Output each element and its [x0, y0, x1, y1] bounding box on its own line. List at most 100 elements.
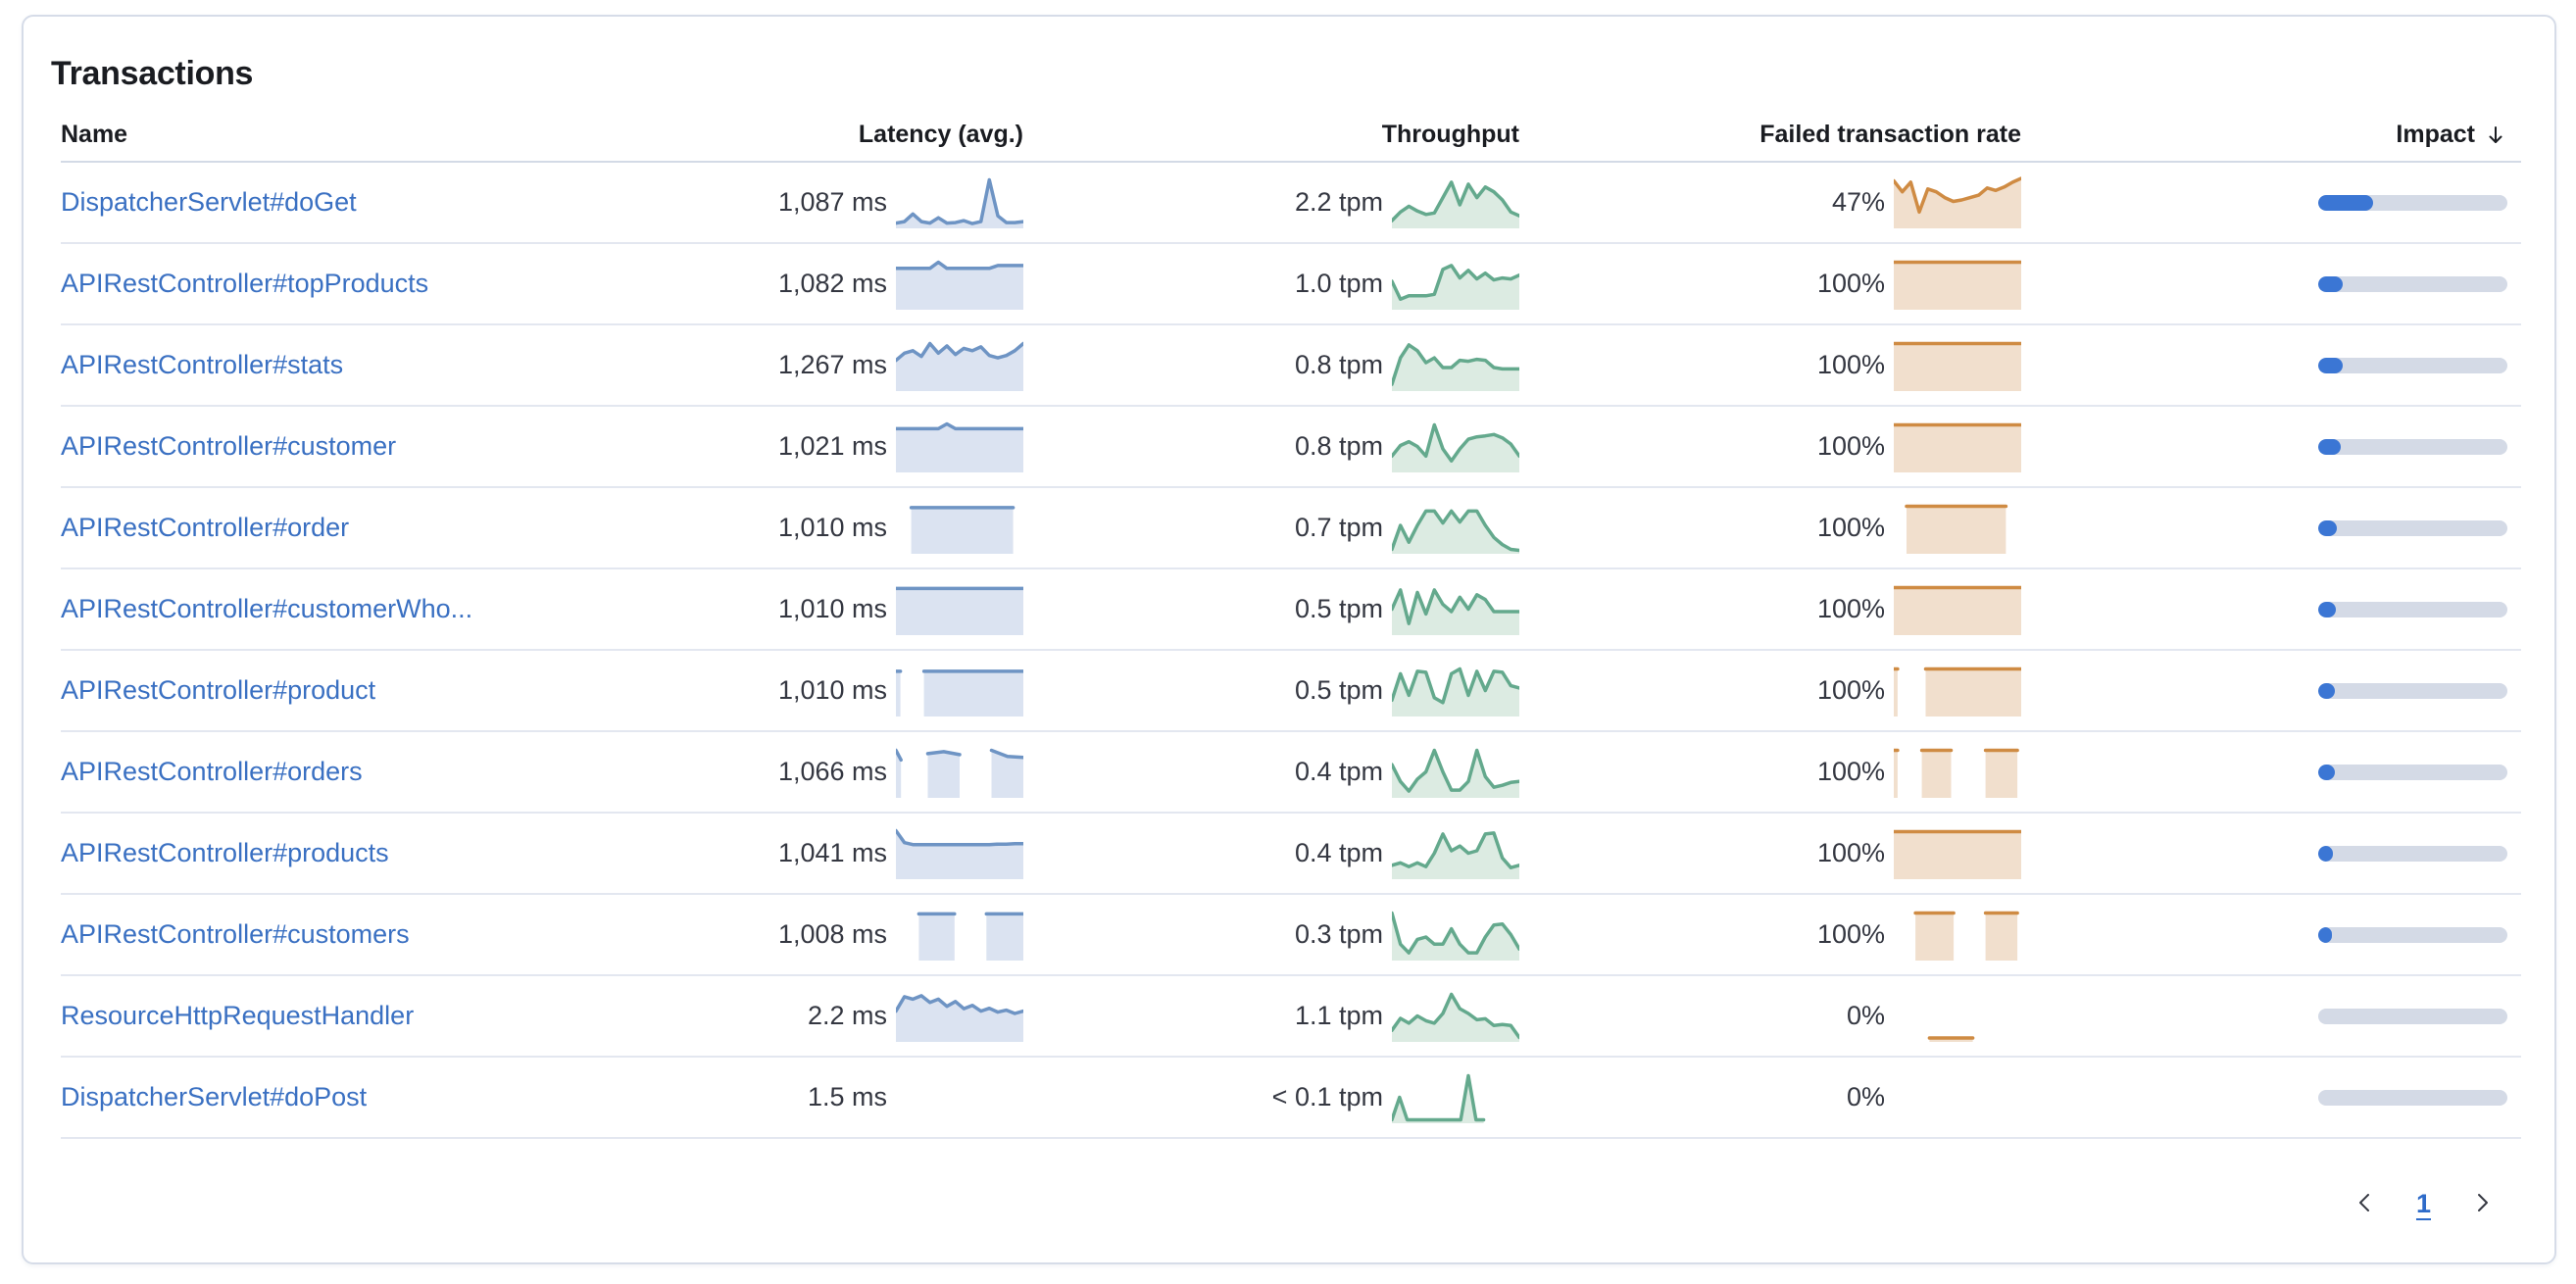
pagination-prev-button[interactable]: [2344, 1182, 2387, 1225]
column-header-failed-rate[interactable]: Failed transaction rate: [1759, 121, 2021, 148]
table-row: APIRestController#order 1,010 ms 0.7 tpm…: [61, 488, 2521, 569]
latency-value: 1,010 ms: [777, 513, 887, 542]
failed-rate-sparkline: [1894, 420, 2021, 472]
table-row: DispatcherServlet#doPost 1.5 ms < 0.1 tp…: [61, 1058, 2521, 1139]
pagination-next-button[interactable]: [2460, 1182, 2503, 1225]
transaction-name-link[interactable]: APIRestController#customers: [61, 919, 410, 949]
latency-value: 1,041 ms: [777, 838, 887, 867]
throughput-sparkline: [1392, 583, 1519, 635]
latency-value: 1,267 ms: [777, 350, 887, 379]
impact-bar: [2318, 845, 2507, 862]
failed-rate-sparkline: [1894, 827, 2021, 879]
failed-rate-sparkline: [1894, 1071, 2021, 1123]
impact-bar: [2318, 926, 2507, 943]
failed-rate-value: 100%: [1816, 513, 1885, 542]
transaction-name-link[interactable]: DispatcherServlet#doGet: [61, 187, 357, 217]
transactions-card: Transactions Name Latency (avg.) Through…: [22, 15, 2556, 1264]
transaction-name-link[interactable]: DispatcherServlet#doPost: [61, 1082, 368, 1111]
impact-bar: [2318, 194, 2507, 211]
transaction-name-link[interactable]: APIRestController#topProducts: [61, 269, 429, 298]
table-row: APIRestController#orders 1,066 ms 0.4 tp…: [61, 732, 2521, 814]
chevron-right-icon: [2471, 1192, 2493, 1216]
transaction-name-link[interactable]: APIRestController#stats: [61, 350, 344, 379]
transaction-name-link[interactable]: APIRestController#products: [61, 838, 389, 867]
impact-bar-fill: [2318, 682, 2336, 699]
table-row: APIRestController#customers 1,008 ms 0.3…: [61, 895, 2521, 976]
throughput-value: 0.8 tpm: [1294, 350, 1383, 379]
impact-bar-fill: [2318, 194, 2373, 211]
impact-bar: [2318, 1089, 2507, 1106]
transaction-name-link[interactable]: APIRestController#customer: [61, 431, 397, 461]
throughput-value: < 0.1 tpm: [1271, 1082, 1383, 1111]
latency-sparkline: [896, 583, 1023, 635]
failed-rate-value: 100%: [1816, 269, 1885, 298]
latency-sparkline: [896, 258, 1023, 310]
impact-bar: [2318, 357, 2507, 373]
failed-rate-sparkline: [1894, 176, 2021, 228]
transaction-name-link[interactable]: APIRestController#orders: [61, 757, 363, 786]
impact-bar-fill: [2318, 926, 2332, 943]
failed-rate-value: 100%: [1816, 919, 1885, 949]
throughput-sparkline: [1392, 665, 1519, 716]
column-header-impact[interactable]: Impact: [2021, 121, 2521, 149]
failed-rate-sparkline: [1894, 583, 2021, 635]
impact-bar-fill: [2318, 519, 2338, 536]
impact-bar: [2318, 519, 2507, 536]
table-row: APIRestController#product 1,010 ms 0.5 t…: [61, 651, 2521, 732]
failed-rate-value: 100%: [1816, 838, 1885, 867]
failed-rate-sparkline: [1894, 909, 2021, 961]
throughput-sparkline: [1392, 909, 1519, 961]
throughput-value: 0.8 tpm: [1294, 431, 1383, 461]
throughput-value: 0.5 tpm: [1294, 594, 1383, 623]
failed-rate-value: 100%: [1816, 350, 1885, 379]
throughput-value: 1.1 tpm: [1294, 1001, 1383, 1030]
column-header-latency[interactable]: Latency (avg.): [858, 121, 1023, 148]
table-row: ResourceHttpRequestHandler 2.2 ms 1.1 tp…: [61, 976, 2521, 1058]
failed-rate-sparkline: [1894, 990, 2021, 1042]
failed-rate-value: 0%: [1846, 1001, 1885, 1030]
table-row: APIRestController#topProducts 1,082 ms 1…: [61, 244, 2521, 325]
transaction-name-link[interactable]: APIRestController#order: [61, 513, 350, 542]
transaction-name-link[interactable]: APIRestController#product: [61, 675, 376, 705]
throughput-value: 1.0 tpm: [1294, 269, 1383, 298]
latency-value: 1,010 ms: [777, 594, 887, 623]
table-row: APIRestController#stats 1,267 ms 0.8 tpm…: [61, 325, 2521, 407]
latency-sparkline: [896, 827, 1023, 879]
latency-sparkline: [896, 176, 1023, 228]
failed-rate-sparkline: [1894, 746, 2021, 798]
pagination-page-1[interactable]: 1: [2415, 1188, 2431, 1218]
latency-value: 1,021 ms: [777, 431, 887, 461]
latency-sparkline: [896, 339, 1023, 391]
impact-bar-fill: [2318, 275, 2344, 292]
page-title: Transactions: [51, 55, 254, 92]
table-row: APIRestController#products 1,041 ms 0.4 …: [61, 814, 2521, 895]
table-row: DispatcherServlet#doGet 1,087 ms 2.2 tpm…: [61, 163, 2521, 244]
failed-rate-sparkline: [1894, 665, 2021, 716]
failed-rate-sparkline: [1894, 502, 2021, 554]
latency-sparkline: [896, 420, 1023, 472]
transaction-name-link[interactable]: ResourceHttpRequestHandler: [61, 1001, 415, 1030]
latency-value: 1,008 ms: [777, 919, 887, 949]
column-header-name[interactable]: Name: [61, 121, 128, 148]
throughput-sparkline: [1392, 1071, 1519, 1123]
table-row: APIRestController#customer 1,021 ms 0.8 …: [61, 407, 2521, 488]
latency-value: 1.5 ms: [807, 1082, 887, 1111]
failed-rate-sparkline: [1894, 339, 2021, 391]
throughput-value: 0.7 tpm: [1294, 513, 1383, 542]
transaction-name-link[interactable]: APIRestController#customerWho...: [61, 594, 473, 623]
pagination: 1: [61, 1139, 2521, 1262]
failed-rate-value: 0%: [1846, 1082, 1885, 1111]
throughput-value: 0.5 tpm: [1294, 675, 1383, 705]
impact-bar-fill: [2318, 438, 2342, 455]
latency-value: 1,082 ms: [777, 269, 887, 298]
throughput-sparkline: [1392, 339, 1519, 391]
impact-bar-fill: [2318, 764, 2336, 780]
column-header-impact-label: Impact: [2396, 121, 2475, 148]
throughput-sparkline: [1392, 827, 1519, 879]
throughput-sparkline: [1392, 746, 1519, 798]
failed-rate-value: 47%: [1831, 187, 1885, 217]
latency-value: 1,087 ms: [777, 187, 887, 217]
column-header-throughput[interactable]: Throughput: [1381, 121, 1519, 148]
latency-value: 2.2 ms: [807, 1001, 887, 1030]
latency-sparkline: [896, 909, 1023, 961]
